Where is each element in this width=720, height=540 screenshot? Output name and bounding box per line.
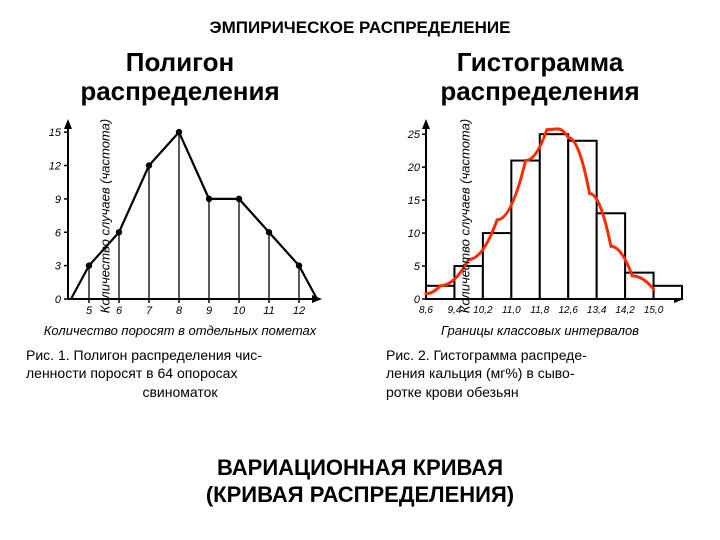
left-y-label: Количество случаев (частота) [98,119,113,313]
svg-text:0: 0 [55,294,62,306]
svg-text:12: 12 [49,161,61,173]
svg-text:9: 9 [206,305,212,317]
left-cap-1: Рис. 1. Полигон распределения чис- [26,347,262,363]
polygon-chart: Количество случаев (частота) 0 3 6 9 12 15 5 6 7… [30,111,330,321]
left-caption: Рис. 1. Полигон распределения чис- ленно… [20,346,340,401]
right-column: Гистограмма распределения Количество слу… [380,48,700,401]
columns: Полигон распределения Количество случаев… [0,48,720,401]
svg-text:15: 15 [408,195,421,207]
svg-text:11: 11 [263,305,274,317]
left-x-label: Количество поросят в отдельных пометах [20,323,340,338]
left-column: Полигон распределения Количество случаев… [20,48,340,401]
right-cap-2: ления кальция (мг%) в сыво- [386,365,574,381]
svg-text:11,8: 11,8 [530,305,549,316]
right-title-l1: Гистограмма [457,47,624,77]
svg-text:7: 7 [146,305,153,317]
svg-text:6: 6 [55,227,62,239]
right-title-l2: распределения [440,76,639,106]
svg-text:8,6: 8,6 [419,305,433,316]
svg-text:12: 12 [293,305,305,317]
left-title-l1: Полигон [126,47,235,77]
page-title: ЭМПИРИЧЕСКОЕ РАСПРЕДЕЛЕНИЕ [0,0,720,38]
svg-text:9: 9 [55,194,61,206]
left-title: Полигон распределения [20,48,340,105]
right-cap-3: ротке крови обезьян [386,383,694,401]
svg-text:20: 20 [407,162,421,174]
svg-text:6: 6 [116,305,123,317]
svg-text:11,0: 11,0 [502,305,521,316]
left-title-l2: распределения [80,76,279,106]
footer: ВАРИАЦИОННАЯ КРИВАЯ (КРИВАЯ РАСПРЕДЕЛЕНИ… [0,455,720,508]
svg-text:10,2: 10,2 [473,305,493,316]
footer-l2: (КРИВАЯ РАСПРЕДЕЛЕНИЯ) [206,482,514,507]
footer-l1: ВАРИАЦИОННАЯ КРИВАЯ [217,455,503,480]
right-x-label: Границы классовых интервалов [380,323,700,338]
left-cap-2: ленности поросят в 64 опоросах [26,365,237,381]
left-cap-3: свиноматок [26,383,334,401]
svg-text:5: 5 [86,305,93,317]
svg-text:15,0: 15,0 [644,305,664,316]
svg-text:25: 25 [407,129,421,141]
right-caption: Рис. 2. Гистограмма распреде- ления каль… [380,346,700,401]
svg-text:8: 8 [176,305,183,317]
histogram-chart: Количество случаев (частота) 05101520258… [390,111,690,321]
right-cap-1: Рис. 2. Гистограмма распреде- [386,347,587,363]
svg-text:5: 5 [414,261,421,273]
svg-text:13,4: 13,4 [587,305,607,316]
svg-text:12,6: 12,6 [558,305,578,316]
svg-text:15: 15 [49,127,62,139]
svg-text:14,2: 14,2 [615,305,635,316]
right-y-label: Количество случаев (частота) [458,119,473,313]
svg-text:10: 10 [233,305,246,317]
svg-text:3: 3 [55,261,62,273]
right-title: Гистограмма распределения [380,48,700,105]
svg-text:10: 10 [408,228,421,240]
